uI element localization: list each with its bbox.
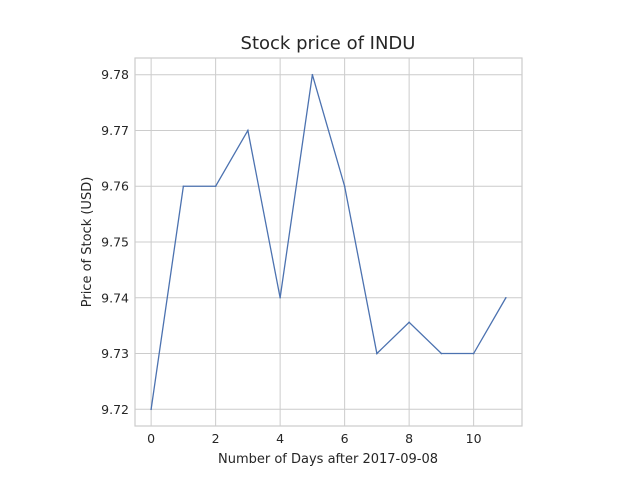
data-point bbox=[505, 296, 507, 299]
data-point bbox=[472, 352, 475, 355]
data-point bbox=[150, 408, 152, 411]
y-tick-label: 9.75 bbox=[101, 235, 129, 250]
plot-area bbox=[134, 57, 523, 427]
data-point bbox=[408, 321, 410, 324]
grid bbox=[135, 58, 522, 426]
x-axis-ticks: 0 2 4 6 8 10 bbox=[147, 431, 481, 446]
series-layer bbox=[150, 73, 507, 411]
series-line bbox=[150, 74, 507, 410]
x-tick-label: 2 bbox=[212, 431, 220, 446]
data-point bbox=[343, 185, 346, 188]
y-tick-label: 9.78 bbox=[101, 67, 129, 82]
x-tick-label: 4 bbox=[276, 431, 284, 446]
x-axis-label: Number of Days after 2017-09-08 bbox=[218, 452, 438, 467]
data-point bbox=[279, 296, 281, 299]
data-point bbox=[440, 352, 443, 355]
x-tick-label: 10 bbox=[466, 431, 482, 446]
x-tick-label: 6 bbox=[341, 431, 349, 446]
y-axis-ticks: 9.72 9.73 9.74 9.75 9.76 9.77 9.78 bbox=[101, 67, 129, 417]
chart-title: Stock price of INDU bbox=[241, 33, 416, 54]
data-point bbox=[311, 73, 314, 76]
x-tick-label: 0 bbox=[147, 431, 155, 446]
y-tick-label: 9.76 bbox=[101, 179, 129, 194]
data-point bbox=[182, 185, 185, 188]
y-tick-label: 9.74 bbox=[101, 290, 129, 305]
y-tick-label: 9.73 bbox=[101, 346, 129, 361]
y-tick-label: 9.77 bbox=[101, 123, 129, 138]
y-tick-label: 9.72 bbox=[101, 402, 129, 417]
data-point bbox=[376, 352, 378, 355]
x-tick-label: 8 bbox=[405, 431, 413, 446]
data-point bbox=[214, 185, 217, 188]
data-point bbox=[247, 129, 249, 132]
y-axis-label: Price of Stock (USD) bbox=[80, 177, 95, 308]
